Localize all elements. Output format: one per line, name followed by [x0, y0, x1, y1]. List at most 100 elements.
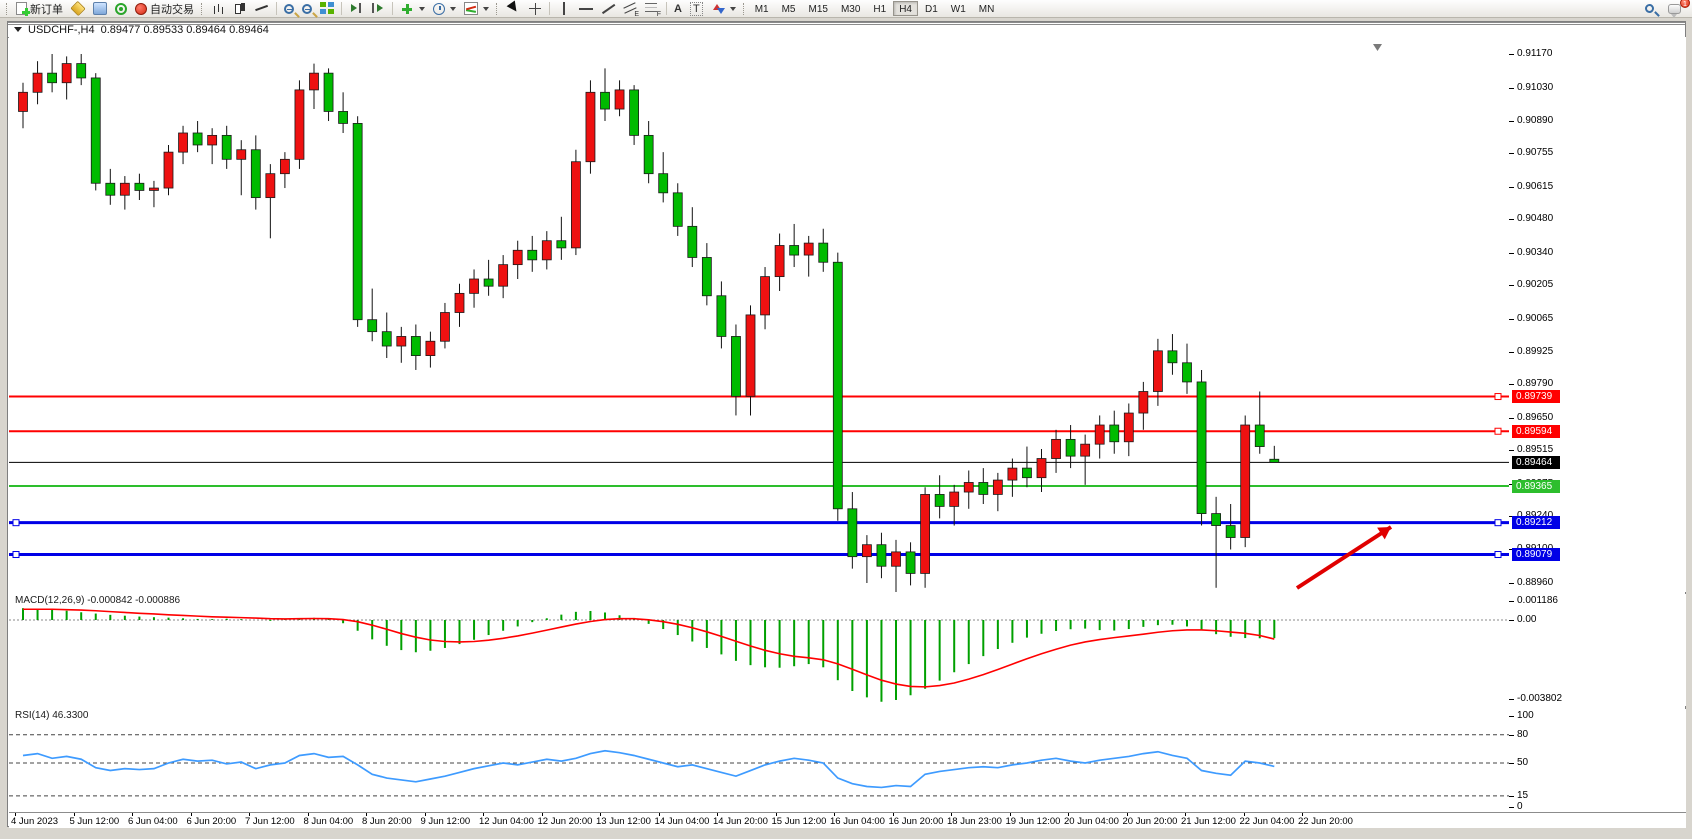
horizontal-line-icon [579, 2, 593, 15]
text-label-tool-button[interactable]: T [686, 1, 707, 17]
horizontal-line-tool-button[interactable] [575, 1, 597, 17]
timeframe-button-m30[interactable]: M30 [840, 4, 861, 15]
toolbar-right-group: 1 [1641, 0, 1690, 18]
chart-symbol-title: USDCHF-,H4 [28, 23, 95, 36]
time-axis-label: 16 Jun 04:00 [830, 816, 885, 827]
rsi-pane[interactable]: RSI(14) 46.3300 [9, 709, 1509, 812]
candle [992, 479, 1003, 495]
candle [105, 182, 116, 196]
candle [643, 134, 654, 175]
tile-windows-button[interactable] [316, 1, 338, 17]
toolbar-grip[interactable] [201, 2, 204, 15]
dropdown-arrow-icon [729, 6, 736, 11]
time-axis-label: 14 Jun 04:00 [654, 816, 710, 827]
new-order-button[interactable]: 新订单 [12, 1, 67, 17]
add-indicator-button[interactable] [396, 1, 429, 17]
line-handle[interactable] [1494, 393, 1502, 401]
candle [236, 149, 247, 160]
timeframe-button-m5[interactable]: M5 [781, 4, 796, 15]
trendline-tool-button[interactable] [597, 1, 619, 17]
trend-arrow-annotation[interactable] [1295, 525, 1393, 590]
cursor-tool-button[interactable] [502, 1, 524, 17]
text-tool-button[interactable]: A [670, 1, 686, 17]
strategy-tester-button[interactable] [111, 1, 131, 17]
toolbar-grip[interactable] [496, 2, 499, 15]
candle [1167, 350, 1178, 364]
timeframe-button-d1[interactable]: D1 [925, 4, 938, 15]
fibonacci-tool-button[interactable]: F [641, 1, 663, 18]
time-axis-label: 13 Jun 12:00 [596, 816, 651, 827]
line-handle[interactable] [1494, 519, 1502, 527]
time-axis[interactable]: 4 Jun 2023 5 Jun 12:00 6 Jun 04:00 6 Jun 20… [9, 812, 1686, 828]
time-tick-mark [483, 813, 484, 816]
candle [512, 249, 523, 266]
candle [221, 134, 232, 160]
candle [76, 63, 87, 79]
current-price-badge[interactable]: 0.89464 [1512, 455, 1560, 469]
macd-pane[interactable]: MACD(12,26,9) -0.000842 -0.000886 [9, 594, 1509, 706]
price-label-badge-0.89739[interactable]: 0.89739 [1512, 390, 1560, 404]
toolbar-grip[interactable] [6, 2, 9, 15]
auto-scroll-button[interactable] [345, 1, 367, 17]
timeframe-button-h1[interactable]: H1 [873, 4, 887, 15]
axis-tick-label: 0.88960 [1517, 577, 1554, 588]
crosshair-tool-button[interactable] [524, 1, 546, 17]
search-button[interactable] [1641, 1, 1658, 17]
line-handle[interactable] [1494, 551, 1502, 559]
channel-tool-button[interactable]: E [619, 1, 641, 18]
price-pane[interactable] [9, 37, 1509, 592]
axis-tick-mark [1509, 763, 1514, 764]
arrow-objects-button[interactable] [707, 1, 740, 17]
line-handle[interactable] [1494, 427, 1502, 435]
axis-tick-mark [1509, 716, 1514, 717]
autotrading-icon [135, 2, 147, 15]
candle [163, 151, 174, 189]
price-axis[interactable]: 0.91170 0.91030 0.90890 0.90755 0.90615 0.904… [1509, 37, 1686, 592]
axis-tick-label: 0.91170 [1517, 48, 1553, 59]
candle [658, 173, 669, 194]
timeframe-button-h4[interactable]: H4 [893, 1, 918, 16]
time-tick-mark [951, 813, 952, 816]
axis-tick-mark [1509, 583, 1514, 584]
macd-axis[interactable]: 0.001186 0.00 -0.003802 [1509, 594, 1686, 706]
pane-separator[interactable] [8, 22, 1685, 25]
candle [32, 72, 43, 93]
timeframe-button-m1[interactable]: M1 [754, 4, 769, 15]
price-label-badge-0.89079[interactable]: 0.89079 [1512, 548, 1560, 561]
bar-chart-button[interactable] [207, 1, 229, 17]
candle [1211, 513, 1221, 526]
periods-button[interactable] [429, 1, 460, 17]
candle [818, 242, 829, 263]
price-label-badge-0.89365[interactable]: 0.89365 [1512, 479, 1560, 493]
chart-shift-button[interactable] [367, 1, 389, 17]
rsi-axis[interactable]: 100 80 50 15 0 [1509, 709, 1686, 812]
timeframe-button-mn[interactable]: MN [978, 4, 995, 15]
notifications-button[interactable]: 1 [1664, 0, 1690, 18]
toolbar-grip[interactable] [742, 2, 746, 15]
candle [949, 491, 960, 507]
line-handle[interactable] [12, 551, 20, 559]
line-chart-button[interactable] [251, 1, 273, 17]
templates-button[interactable] [460, 1, 493, 17]
candle [687, 225, 698, 258]
chart-shift-marker-icon[interactable] [1373, 44, 1382, 51]
price-label-badge-0.89212[interactable]: 0.89212 [1512, 516, 1560, 530]
zoom-out-button[interactable] [298, 1, 316, 17]
zoom-in-button[interactable] [280, 1, 298, 17]
candlestick-chart-button[interactable] [229, 1, 251, 17]
line-handle[interactable] [12, 519, 20, 527]
autotrading-button[interactable]: 自动交易 [131, 1, 198, 17]
timeframe-button-w1[interactable]: W1 [950, 4, 966, 15]
vertical-line-tool-button[interactable] [553, 1, 575, 17]
timeframe-button-m15[interactable]: M15 [808, 4, 828, 15]
one-click-trading-toggle-icon[interactable] [14, 27, 22, 32]
search-icon [1645, 4, 1654, 13]
data-window-button[interactable] [89, 1, 111, 17]
cursor-icon [506, 2, 520, 15]
candle [178, 132, 188, 153]
market-watch-button[interactable] [67, 0, 89, 17]
axis-tick-label: 0.00 [1517, 614, 1537, 625]
price-label-badge-0.89594[interactable]: 0.89594 [1512, 424, 1560, 438]
time-tick-mark [834, 813, 835, 816]
market-watch-icon [70, 0, 86, 17]
